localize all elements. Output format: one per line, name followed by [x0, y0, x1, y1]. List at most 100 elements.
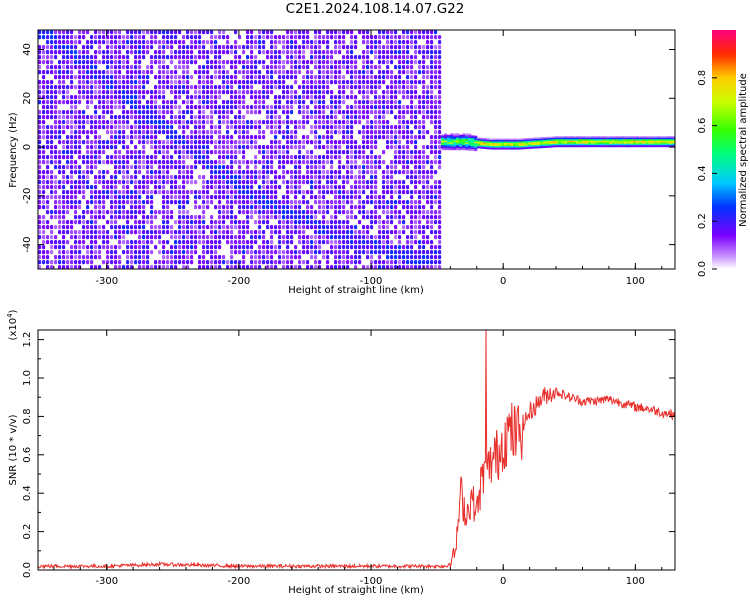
heatmap-cell — [166, 125, 170, 130]
heatmap-cell — [406, 200, 410, 205]
snr-polyline — [38, 330, 675, 570]
heatmap-cell — [370, 105, 374, 110]
heatmap-cell — [238, 225, 242, 230]
heatmap-cell — [234, 125, 238, 130]
heatmap-cell — [354, 250, 358, 255]
heatmap-cell — [74, 265, 78, 269]
heatmap-cell — [354, 255, 358, 260]
heatmap-carrier-cell — [483, 141, 487, 143]
heatmap-cell — [38, 260, 42, 265]
heatmap-cell — [382, 200, 386, 205]
heatmap-cell — [162, 195, 166, 200]
heatmap-cell — [318, 45, 322, 50]
heatmap-cell — [226, 190, 230, 195]
heatmap-cell — [298, 160, 302, 165]
heatmap-carrier-cell — [552, 137, 556, 140]
heatmap-cell — [378, 80, 382, 85]
heatmap-cell — [418, 260, 422, 265]
heatmap-cell — [438, 50, 442, 55]
heatmap-cell — [150, 225, 154, 230]
heatmap-cell — [334, 45, 338, 50]
heatmap-cell — [310, 40, 314, 45]
heatmap-cell — [98, 85, 102, 90]
heatmap-cell — [182, 180, 186, 185]
heatmap-cell — [38, 255, 42, 260]
heatmap-carrier-cell — [654, 139, 658, 142]
heatmap-carrier-cell — [621, 143, 625, 146]
heatmap-cell — [74, 260, 78, 265]
heatmap-cell — [134, 230, 138, 235]
heatmap-cell — [150, 155, 154, 160]
heatmap-cell — [274, 135, 278, 140]
heatmap-cell — [166, 260, 170, 265]
heatmap-carrier-cell — [459, 142, 463, 145]
heatmap-cell — [126, 255, 130, 260]
heatmap-cell — [310, 100, 314, 105]
heatmap-cell — [94, 65, 98, 70]
heatmap-cell — [394, 80, 398, 85]
heatmap-carrier-cell — [486, 144, 490, 147]
heatmap-cell — [418, 95, 422, 100]
heatmap-cell — [318, 210, 322, 215]
heatmap-cell — [294, 210, 298, 215]
heatmap-carrier-cell — [642, 143, 646, 146]
heatmap-cell — [134, 210, 138, 215]
heatmap-carrier-cell — [660, 137, 664, 140]
heatmap-cell — [38, 130, 42, 135]
heatmap-cell — [222, 185, 226, 190]
heatmap-cell — [362, 175, 366, 180]
heatmap-cell — [274, 95, 278, 100]
heatmap-carrier-cell — [591, 143, 595, 146]
heatmap-cell — [186, 220, 190, 225]
heatmap-cell — [282, 210, 286, 215]
heatmap-cell — [230, 75, 234, 80]
heatmap-cell — [434, 260, 438, 265]
heatmap-cell — [266, 190, 270, 195]
heatmap-cell — [86, 135, 90, 140]
heatmap-cell — [258, 210, 262, 215]
heatmap-cell — [282, 85, 286, 90]
heatmap-carrier-cell — [471, 135, 475, 138]
heatmap-cell — [182, 250, 186, 255]
heatmap-cell — [190, 180, 194, 185]
heatmap-cell — [366, 195, 370, 200]
heatmap-cell — [358, 110, 362, 115]
heatmap-cell — [410, 170, 414, 175]
heatmap-cell — [338, 250, 342, 255]
heatmap-cell — [410, 200, 414, 205]
heatmap-cell — [414, 240, 418, 245]
heatmap-cell — [398, 35, 402, 40]
heatmap-cell — [178, 230, 182, 235]
heatmap-cell — [74, 220, 78, 225]
heatmap-cell — [238, 160, 242, 165]
heatmap-cell — [138, 165, 142, 170]
heatmap-carrier-cell — [543, 137, 547, 139]
heatmap-cell — [46, 110, 50, 115]
heatmap-cell — [282, 175, 286, 180]
heatmap-cell — [190, 35, 194, 40]
heatmap-cell — [78, 240, 82, 245]
heatmap-cell — [186, 35, 190, 40]
heatmap-cell — [274, 155, 278, 160]
heatmap-cell — [202, 195, 206, 200]
heatmap-cell — [330, 175, 334, 180]
heatmap-cell — [162, 115, 166, 120]
heatmap-carrier-cell — [507, 140, 511, 143]
heatmap-cell — [134, 145, 138, 150]
heatmap-cell — [126, 195, 130, 200]
heatmap-carrier-cell — [582, 137, 586, 140]
heatmap-carrier-cell — [669, 139, 673, 142]
heatmap-carrier-cell — [618, 145, 622, 148]
heatmap-carrier-cell — [468, 135, 472, 138]
heatmap-cell — [422, 120, 426, 125]
heatmap-cell — [286, 140, 290, 145]
heatmap-cell — [334, 50, 338, 55]
heatmap-carrier-cell — [648, 136, 652, 139]
heatmap-cell — [50, 240, 54, 245]
heatmap-carrier-cell — [633, 136, 637, 139]
heatmap-cell — [98, 170, 102, 175]
heatmap-cell — [182, 175, 186, 180]
heatmap-cell — [270, 75, 274, 80]
heatmap-cell — [82, 80, 86, 85]
heatmap-cell — [166, 210, 170, 215]
